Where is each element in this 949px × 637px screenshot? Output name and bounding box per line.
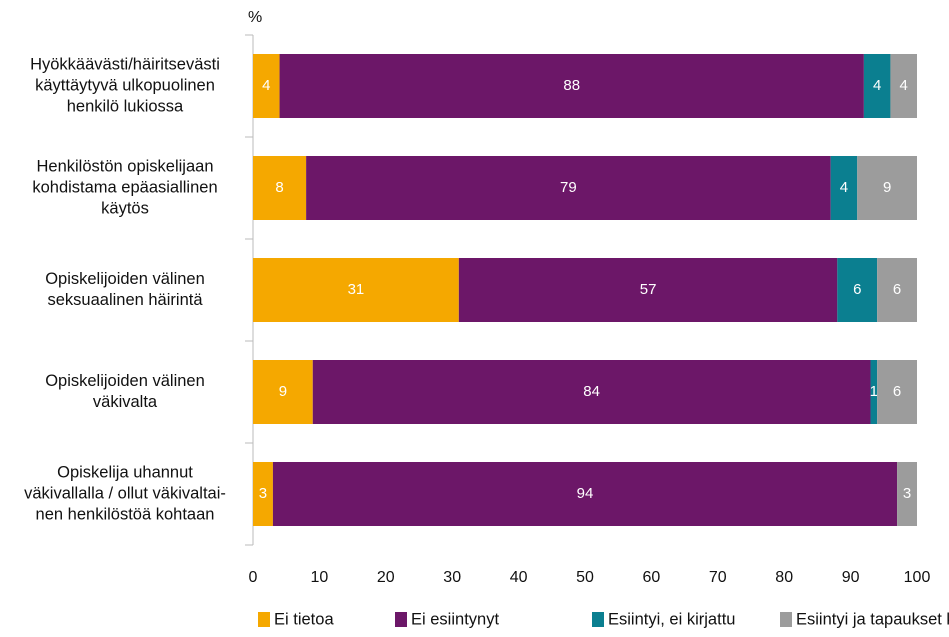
bar-segment: [306, 156, 831, 220]
bar-segment: [890, 54, 917, 118]
bar-segment: [857, 156, 917, 220]
bar-segment: [253, 360, 313, 424]
bar-segment: [897, 462, 917, 526]
unit-label: %: [248, 9, 262, 26]
value-label: 6: [893, 281, 901, 298]
value-label: 79: [560, 179, 577, 196]
x-tick-label: 40: [510, 569, 528, 586]
x-tick-label: 0: [249, 569, 258, 586]
x-tick-label: 20: [377, 569, 395, 586]
value-label: 94: [577, 485, 594, 502]
category-label: Henkilöstön opiskelijaan kohdistama epäa…: [32, 157, 218, 218]
value-label: 3: [259, 485, 267, 502]
value-label: 88: [563, 77, 580, 94]
x-tick-label: 70: [709, 569, 727, 586]
x-tick-label: 50: [576, 569, 594, 586]
legend-swatch: [780, 612, 792, 627]
value-label: 4: [900, 77, 908, 94]
bar-segment: [253, 54, 280, 118]
bar-segment: [312, 360, 871, 424]
value-label: 9: [883, 179, 891, 196]
bar-segment: [870, 360, 878, 424]
bar-segment: [830, 156, 858, 220]
bar-segment: [837, 258, 878, 322]
legend-swatch: [258, 612, 270, 627]
bar-segment: [253, 462, 273, 526]
value-label: 8: [275, 179, 283, 196]
category-label: Opiskelijoiden välinen väkivalta: [45, 372, 205, 411]
legend-swatch: [395, 612, 407, 627]
category-label: Hyökkäävästi/häiritsevästi käyttäytyvä u…: [30, 55, 220, 116]
bar-segment: [253, 258, 459, 322]
bar-segment: [279, 54, 864, 118]
bar-segment: [877, 258, 917, 322]
bar-segment: [272, 462, 898, 526]
bar-segment: [458, 258, 838, 322]
value-label: 4: [873, 77, 881, 94]
value-label: 84: [583, 383, 600, 400]
x-tick-label: 90: [842, 569, 860, 586]
category-label: Opiskelija uhannut väkivallalla / ollut …: [24, 463, 226, 524]
x-tick-label: 80: [775, 569, 793, 586]
value-label: 57: [640, 281, 657, 298]
x-tick-label: 60: [643, 569, 661, 586]
bar-segment: [877, 360, 917, 424]
legend-label: Ei esiintynyt: [411, 610, 499, 628]
category-label: Opiskelijoiden välinen seksuaalinen häir…: [45, 270, 205, 309]
legend-label: Esiintyi, ei kirjattu: [608, 610, 735, 628]
x-tick-label: 30: [443, 569, 461, 586]
value-label: 31: [348, 281, 365, 298]
value-label: 9: [279, 383, 287, 400]
value-label: 6: [853, 281, 861, 298]
x-tick-label: 10: [311, 569, 329, 586]
value-label: 4: [262, 77, 270, 94]
bar-segment: [253, 156, 307, 220]
value-label: 4: [840, 179, 848, 196]
legend-label: Ei tietoa: [274, 610, 334, 628]
value-label: 6: [893, 383, 901, 400]
legend-swatch: [592, 612, 604, 627]
bar-segment: [863, 54, 891, 118]
x-tick-label: 100: [904, 569, 931, 586]
legend-label: Esiintyi ja tapaukset kirjattiin: [796, 610, 949, 628]
value-label: 3: [903, 485, 911, 502]
value-label: 1: [870, 383, 878, 400]
